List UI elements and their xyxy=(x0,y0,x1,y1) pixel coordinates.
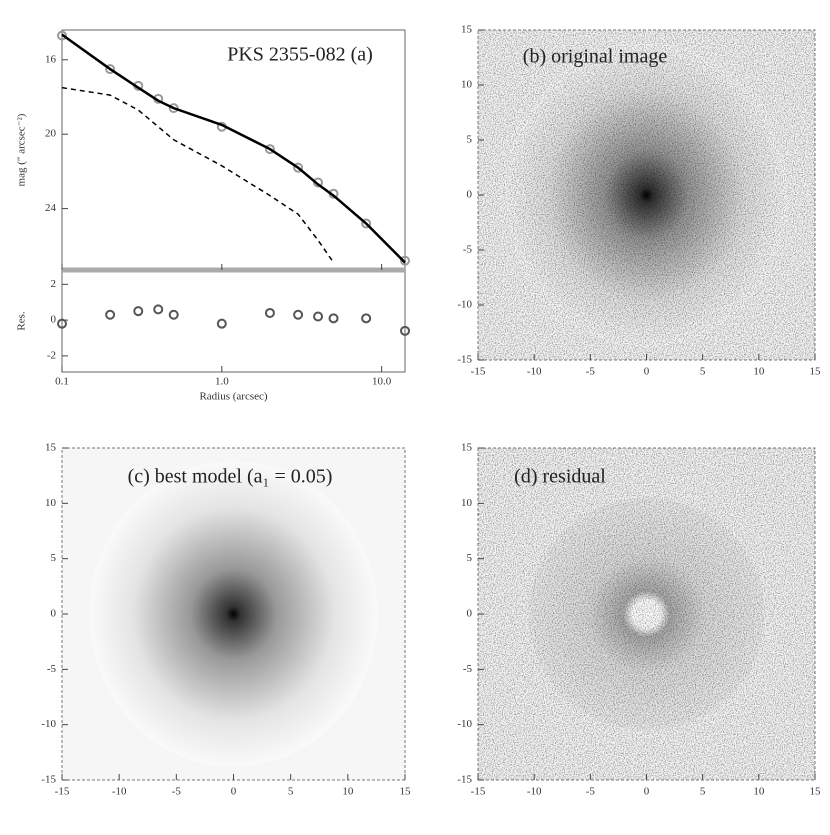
y-tick-label: 24 xyxy=(45,202,57,214)
panel-title: PKS 2355-082 (a) xyxy=(227,44,373,66)
plot-frame xyxy=(61,29,406,373)
x-tick-label: 15 xyxy=(400,786,412,798)
data-point xyxy=(328,313,339,324)
x-tick-label: 5 xyxy=(700,366,706,378)
x-tick-label: -10 xyxy=(527,786,542,798)
x-tick-label: 1.0 xyxy=(215,376,229,388)
data-point xyxy=(57,30,67,41)
y-tick-label: 0 xyxy=(51,608,57,620)
data-point xyxy=(153,304,164,315)
data-point xyxy=(361,313,372,324)
x-tick-label: 10.0 xyxy=(372,376,392,388)
data-point xyxy=(293,162,304,173)
data-point xyxy=(216,318,227,329)
x-tick-label: 15 xyxy=(810,366,822,378)
image-noise xyxy=(478,30,815,360)
y-tick-label: 16 xyxy=(45,53,57,65)
data-point xyxy=(168,309,179,320)
y2-tick-label: 0 xyxy=(51,314,57,326)
x-axis-label: Radius (arcsec) xyxy=(199,391,267,403)
x-tick-label: -5 xyxy=(586,366,596,378)
y-tick-label: 10 xyxy=(45,497,57,509)
y-tick-label: 5 xyxy=(467,134,473,146)
data-point xyxy=(133,306,144,317)
y-tick-label: -10 xyxy=(41,718,56,730)
x-tick-label: -5 xyxy=(586,786,596,798)
x-tick-label: 5 xyxy=(288,786,294,798)
data-point xyxy=(264,144,275,155)
image-noise xyxy=(478,448,815,780)
data-point xyxy=(400,325,410,336)
y-tick-label: 0 xyxy=(467,189,473,201)
y-tick-label: 15 xyxy=(45,442,57,454)
y-tick-label: 15 xyxy=(461,442,473,454)
galaxy-image xyxy=(89,461,378,767)
y-tick-label: -5 xyxy=(463,663,473,675)
x-tick-label: -15 xyxy=(55,786,70,798)
y-tick-label: 5 xyxy=(51,552,57,564)
y2-axis-label: Res. xyxy=(16,311,28,331)
y2-tick-label: -2 xyxy=(47,349,56,361)
y-tick-label: -15 xyxy=(457,354,472,366)
x-tick-label: 10 xyxy=(753,786,765,798)
y-tick-label: 10 xyxy=(461,497,473,509)
x-tick-label: 0.1 xyxy=(55,376,69,388)
panel-title: (b) original image xyxy=(523,46,668,68)
y-tick-label: -5 xyxy=(47,663,57,675)
data-point xyxy=(264,307,275,318)
data-point xyxy=(293,309,304,320)
profile-line xyxy=(61,33,406,264)
data-point xyxy=(400,255,410,266)
panel-title: (c) best model (a₁ = 0.05) xyxy=(128,466,333,488)
data-point xyxy=(313,311,324,322)
x-tick-label: 10 xyxy=(753,366,765,378)
panel-title: (d) residual xyxy=(514,466,606,488)
y-tick-label: -10 xyxy=(457,718,472,730)
data-point xyxy=(168,103,179,114)
y-axis-label: mag (″ arcsec⁻²) xyxy=(16,113,28,186)
x-tick-label: 0 xyxy=(644,366,650,378)
data-point xyxy=(105,64,116,75)
x-tick-label: 15 xyxy=(810,786,822,798)
x-tick-label: -15 xyxy=(471,786,486,798)
y-tick-label: 10 xyxy=(461,79,473,91)
data-point xyxy=(361,218,372,229)
y-tick-label: 0 xyxy=(467,608,473,620)
y-tick-label: -5 xyxy=(463,244,473,256)
y-tick-label: 20 xyxy=(45,128,57,140)
y-tick-label: -15 xyxy=(457,774,472,786)
y-tick-label: 5 xyxy=(467,552,473,564)
y-tick-label: -15 xyxy=(41,774,56,786)
data-point xyxy=(57,318,67,329)
x-tick-label: -15 xyxy=(471,366,486,378)
profile-line xyxy=(61,86,335,263)
x-tick-label: 0 xyxy=(231,786,237,798)
x-tick-label: -5 xyxy=(172,786,182,798)
x-tick-label: -10 xyxy=(112,786,127,798)
data-point xyxy=(105,309,116,320)
y-tick-label: -10 xyxy=(457,299,472,311)
x-tick-label: -10 xyxy=(527,366,542,378)
x-tick-label: 10 xyxy=(342,786,354,798)
y2-tick-label: 2 xyxy=(51,278,57,290)
y-tick-label: 15 xyxy=(461,24,473,36)
x-tick-label: 0 xyxy=(644,786,650,798)
x-tick-label: 5 xyxy=(700,786,706,798)
